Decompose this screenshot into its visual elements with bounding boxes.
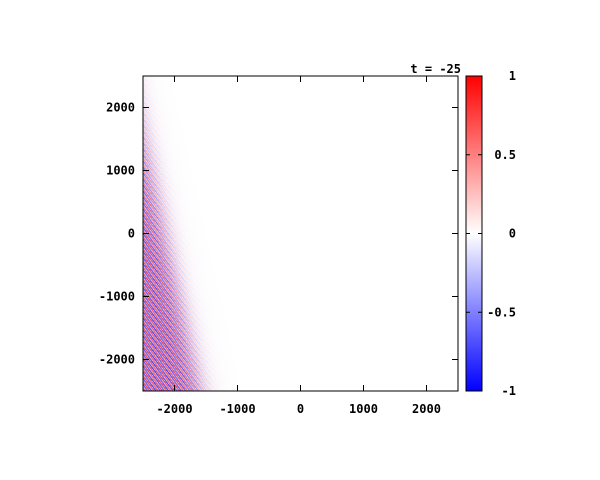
x-axis: -2000 -1000 0 1000 2000 <box>156 76 441 416</box>
y-tick-label: -2000 <box>99 353 135 367</box>
x-tick-label: 1000 <box>349 402 378 416</box>
y-tick-label: 1000 <box>106 164 135 178</box>
x-tick-label: 2000 <box>412 402 441 416</box>
x-tick-label: -2000 <box>156 402 192 416</box>
heatmap <box>143 76 458 391</box>
y-tick-label: 2000 <box>106 101 135 115</box>
colorbar-tick-label: 0 <box>509 227 516 241</box>
colorbar-tick-label: -0.5 <box>487 305 516 319</box>
y-tick-label: 0 <box>128 227 135 241</box>
y-tick-label: -1000 <box>99 290 135 304</box>
colorbar-tick-label: 1 <box>509 69 516 83</box>
colorbar-tick-label: -1 <box>502 384 516 398</box>
x-tick-label: -1000 <box>219 402 255 416</box>
y-axis: -2000 -1000 0 1000 2000 <box>99 101 458 367</box>
heatmap-image <box>143 76 458 391</box>
colorbar-tick-label: 0.5 <box>494 148 516 162</box>
colorbar: -1 -0.5 0 0.5 1 <box>465 69 516 398</box>
x-tick-label: 0 <box>297 402 304 416</box>
colorbar-axis: -1 -0.5 0 0.5 1 <box>466 69 516 398</box>
chart-title: t = -25 <box>410 62 461 76</box>
